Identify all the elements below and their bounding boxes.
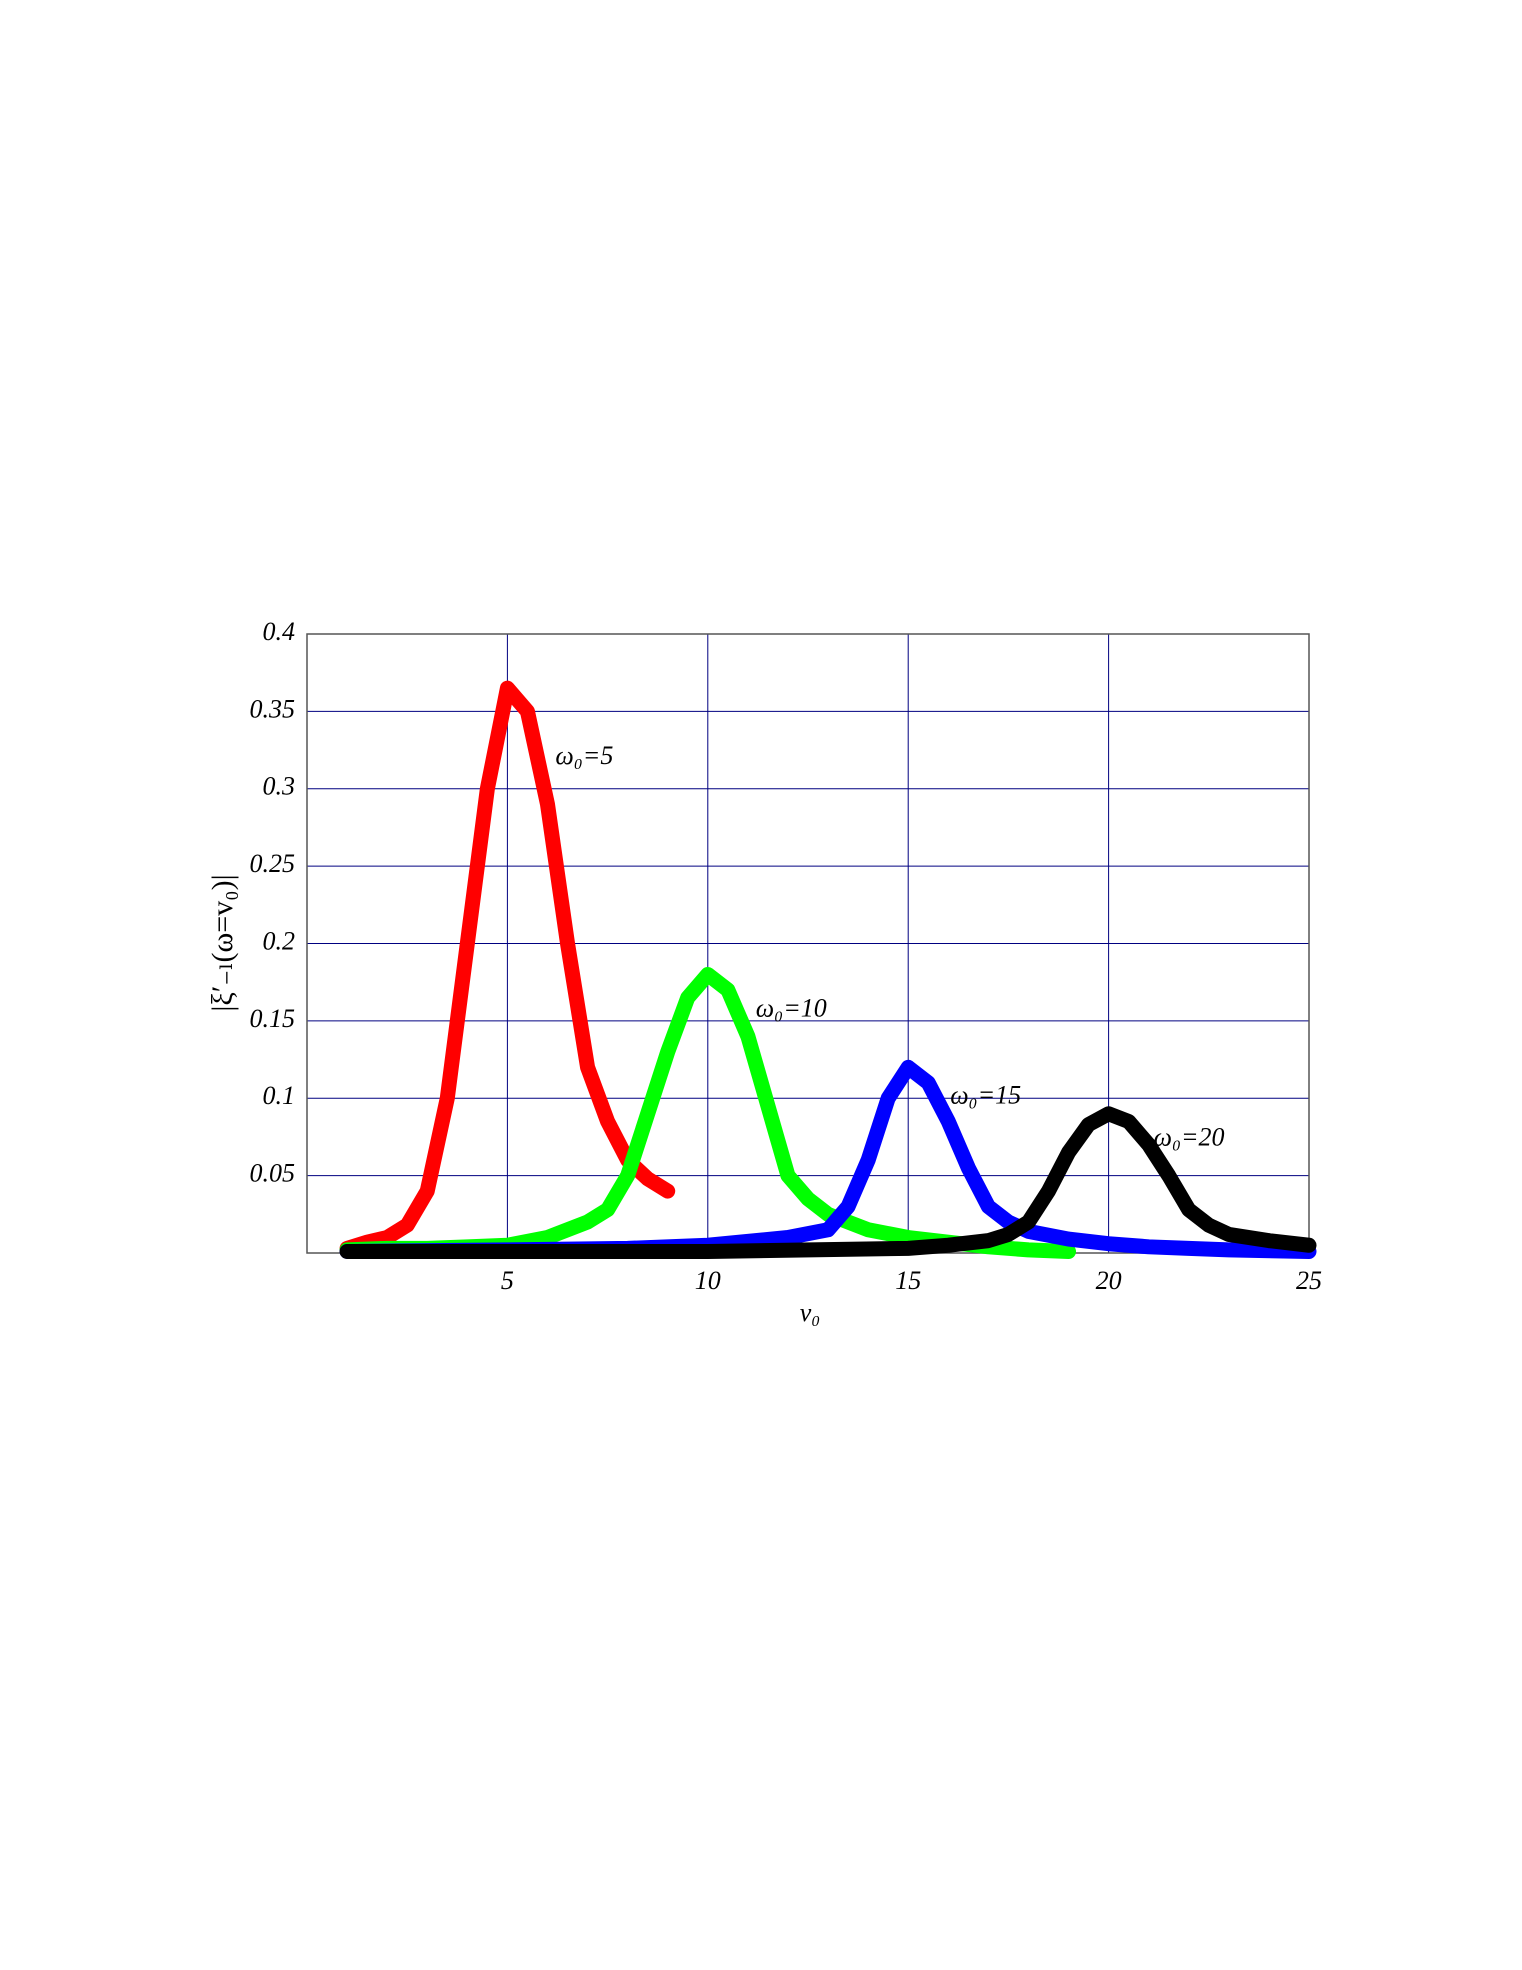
y-tick-label: 0.25 [250, 849, 296, 878]
y-tick-label: 0.3 [263, 772, 296, 801]
x-tick-label: 15 [895, 1266, 921, 1295]
y-tick-label: 0.4 [263, 617, 296, 646]
y-tick-label: 0.1 [263, 1081, 296, 1110]
y-tick-label: 0.35 [250, 694, 296, 723]
y-tick-label: 0.05 [250, 1159, 296, 1188]
series-label: ω₀=10 [756, 993, 827, 1022]
series-label: ω₀=20 [1154, 1123, 1225, 1152]
x-tick-label: 10 [695, 1266, 721, 1295]
y-tick-label: 0.2 [263, 926, 296, 955]
series-line [339, 1059, 1317, 1259]
x-tick-label: 20 [1096, 1266, 1122, 1295]
y-tick-label: 0.15 [250, 1004, 296, 1033]
x-axis-label: v₀ [800, 1298, 821, 1327]
x-tick-label: 25 [1296, 1266, 1322, 1295]
series-label: ω₀=15 [950, 1080, 1021, 1109]
series-line [339, 680, 676, 1256]
series-label: ω₀=5 [555, 741, 613, 770]
series-line [339, 1106, 1317, 1259]
y-axis-label: |ξ′₋ₗ(ω=v₀)| [206, 874, 239, 1011]
x-tick-label: 5 [501, 1266, 514, 1295]
